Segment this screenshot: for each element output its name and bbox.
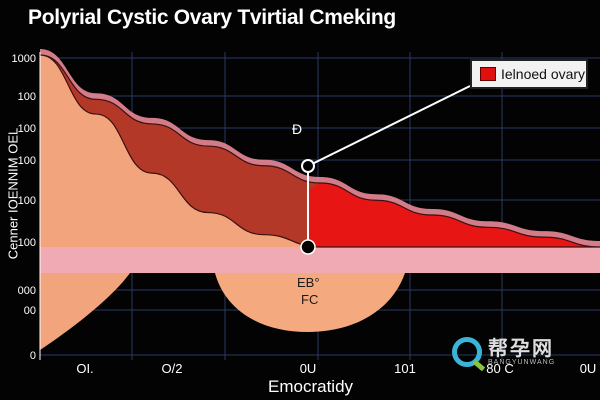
watermark-sub-text: BANGYUNWANG	[488, 358, 556, 366]
annotation-eb: EB°	[297, 275, 320, 290]
x-tick-label: O/2	[162, 361, 183, 376]
legend-swatch	[480, 67, 496, 81]
y-tick-label: 100	[18, 123, 36, 135]
y-tick-label: 00	[24, 305, 36, 317]
annotation-upper: Ð	[292, 121, 302, 137]
x-tick-label: 0U	[580, 361, 597, 376]
legend: Ielnoed ovary	[470, 59, 588, 89]
series-outline	[39, 54, 600, 248]
series-area-peach	[40, 55, 600, 247]
y-tick-label: 100	[18, 237, 36, 249]
x-axis-label: Emocratidy	[268, 377, 354, 396]
horizontal-pink-band	[40, 247, 600, 273]
y-tick-label: 1000	[12, 53, 36, 65]
y-tick-label: 100	[18, 195, 36, 207]
legend-leader-line	[307, 85, 471, 167]
lower-point-marker	[300, 239, 316, 255]
y-tick-label: 100	[18, 155, 36, 167]
lower-peach-area	[40, 273, 130, 350]
lower-bowl-region	[215, 273, 405, 332]
y-tick-label: 000	[18, 285, 36, 297]
x-tick-labels: OI. O/2 0U 101 80 C 0U	[76, 361, 596, 376]
x-tick-label: OI.	[76, 361, 93, 376]
x-tick-label: 80 C	[486, 361, 513, 376]
y-tick-label: 100	[18, 91, 36, 103]
watermark-logo-icon	[452, 337, 482, 367]
y-tick-label: 0	[30, 350, 36, 362]
x-tick-label: 0U	[300, 361, 317, 376]
annotation-fc: FC	[301, 292, 318, 307]
legend-label: Ielnoed ovary	[501, 66, 586, 82]
y-axis-label: Cenner IOENNIM OEL	[5, 127, 21, 260]
watermark-main-text: 帮孕网	[488, 337, 554, 360]
x-tick-label: 101	[394, 361, 416, 376]
upper-point-marker	[301, 159, 315, 173]
chart-title: Polyrial Cystic Ovary Tvirtial Cmeking	[28, 6, 396, 29]
watermark: 帮孕网 BANGYUNWANG	[452, 330, 582, 374]
